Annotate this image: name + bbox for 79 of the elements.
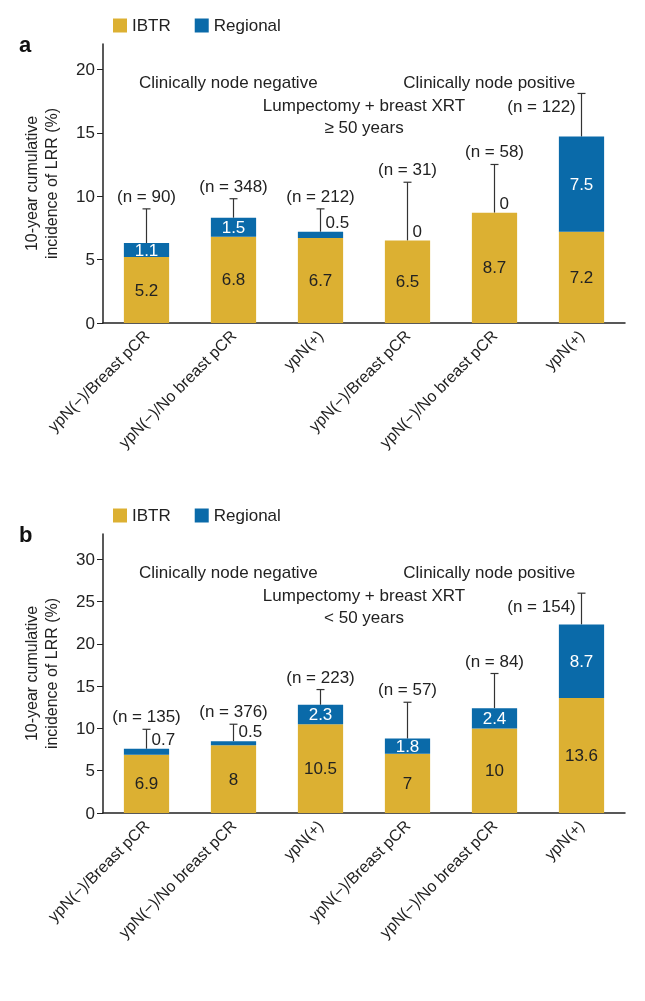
annotation: Clinically node positive (403, 562, 576, 582)
data-label: 2.3 (308, 705, 333, 724)
annotation: (n = 348) (199, 176, 268, 196)
legend-label: IBTR (132, 16, 171, 35)
data-label: 0 (412, 221, 422, 241)
chart-title: a (19, 31, 32, 57)
chart-title: b (19, 521, 33, 547)
bar (384, 240, 431, 323)
y-tick-label: 30 (76, 549, 95, 569)
bar (297, 724, 344, 813)
annotation: (n = 154) (507, 597, 576, 617)
annotation: (n = 57) (377, 680, 438, 700)
y-tick-label: 15 (76, 676, 95, 696)
data-label: 5.2 (134, 280, 159, 300)
bar (123, 754, 170, 813)
annotation: (n = 122) (507, 97, 576, 117)
bar (471, 212, 518, 323)
annotation: (n = 31) (377, 160, 438, 180)
bar (123, 748, 170, 755)
data-label: 7 (402, 773, 413, 793)
y-tick-label: 5 (85, 250, 95, 270)
legend-label: Regional (213, 16, 281, 35)
bar (471, 728, 518, 813)
legend-label: IBTR (132, 506, 171, 525)
data-label: 8.7 (482, 258, 507, 278)
bar (297, 238, 344, 323)
annotation: (n = 84) (464, 651, 525, 671)
data-label: 0.7 (151, 729, 176, 749)
data-label: 6.8 (221, 270, 246, 290)
bar (384, 753, 431, 813)
annotation: (n = 212) (286, 186, 355, 206)
annotation: (n = 90) (116, 186, 177, 206)
annotation: (n = 223) (286, 667, 355, 687)
data-label: 6.7 (308, 271, 333, 291)
data-label: 1.8 (395, 736, 420, 756)
data-label: 8 (228, 769, 239, 789)
data-label: 13.6 (564, 746, 599, 766)
bar (210, 741, 257, 746)
data-label: 0 (499, 193, 509, 213)
data-label: 1.5 (221, 217, 246, 237)
bar (210, 745, 257, 813)
y-tick-label: 20 (76, 59, 95, 79)
y-tick-label: 15 (76, 123, 95, 143)
data-label: 0.5 (238, 722, 263, 742)
annotation: Clinically node negative (138, 72, 318, 92)
data-label: 10 (485, 761, 504, 781)
data-label: 6.5 (395, 272, 420, 292)
data-label: 0.5 (325, 212, 350, 232)
annotation: (n = 135) (112, 707, 181, 727)
annotation: Clinically node positive (403, 72, 576, 92)
bar (558, 624, 605, 699)
bar (558, 698, 605, 813)
bar (210, 236, 257, 323)
annotation: Lumpectomy + breast XRT < 50 years (262, 585, 466, 627)
y-tick-label: 20 (76, 634, 95, 654)
data-label: 7.2 (569, 267, 594, 287)
annotation: (n = 376) (199, 702, 268, 722)
y-tick-label: 10 (76, 718, 95, 738)
data-label: 6.9 (134, 774, 159, 794)
y-tick-label: 10 (76, 186, 95, 206)
annotation: Lumpectomy + breast XRT ≥ 50 years (262, 95, 466, 137)
y-tick-label: 25 (76, 592, 95, 612)
bar (123, 257, 170, 323)
y-axis-title: 10-year cumulative incidence of LRR (%) (22, 597, 60, 750)
bar (558, 231, 605, 323)
y-tick-label: 5 (85, 761, 95, 781)
data-label: 7.5 (569, 174, 594, 194)
data-label: 10.5 (303, 759, 338, 779)
bar (558, 136, 605, 232)
annotation: (n = 58) (464, 142, 525, 162)
y-axis-title: 10-year cumulative incidence of LRR (%) (22, 107, 60, 260)
y-tick-label: 0 (85, 803, 95, 823)
data-label: 8.7 (569, 651, 594, 671)
data-label: 2.4 (482, 708, 507, 728)
bar (297, 231, 344, 239)
annotation: Clinically node negative (138, 562, 318, 582)
legend-label: Regional (213, 506, 281, 525)
y-tick-label: 0 (85, 313, 95, 333)
data-label: 1.1 (134, 240, 159, 260)
